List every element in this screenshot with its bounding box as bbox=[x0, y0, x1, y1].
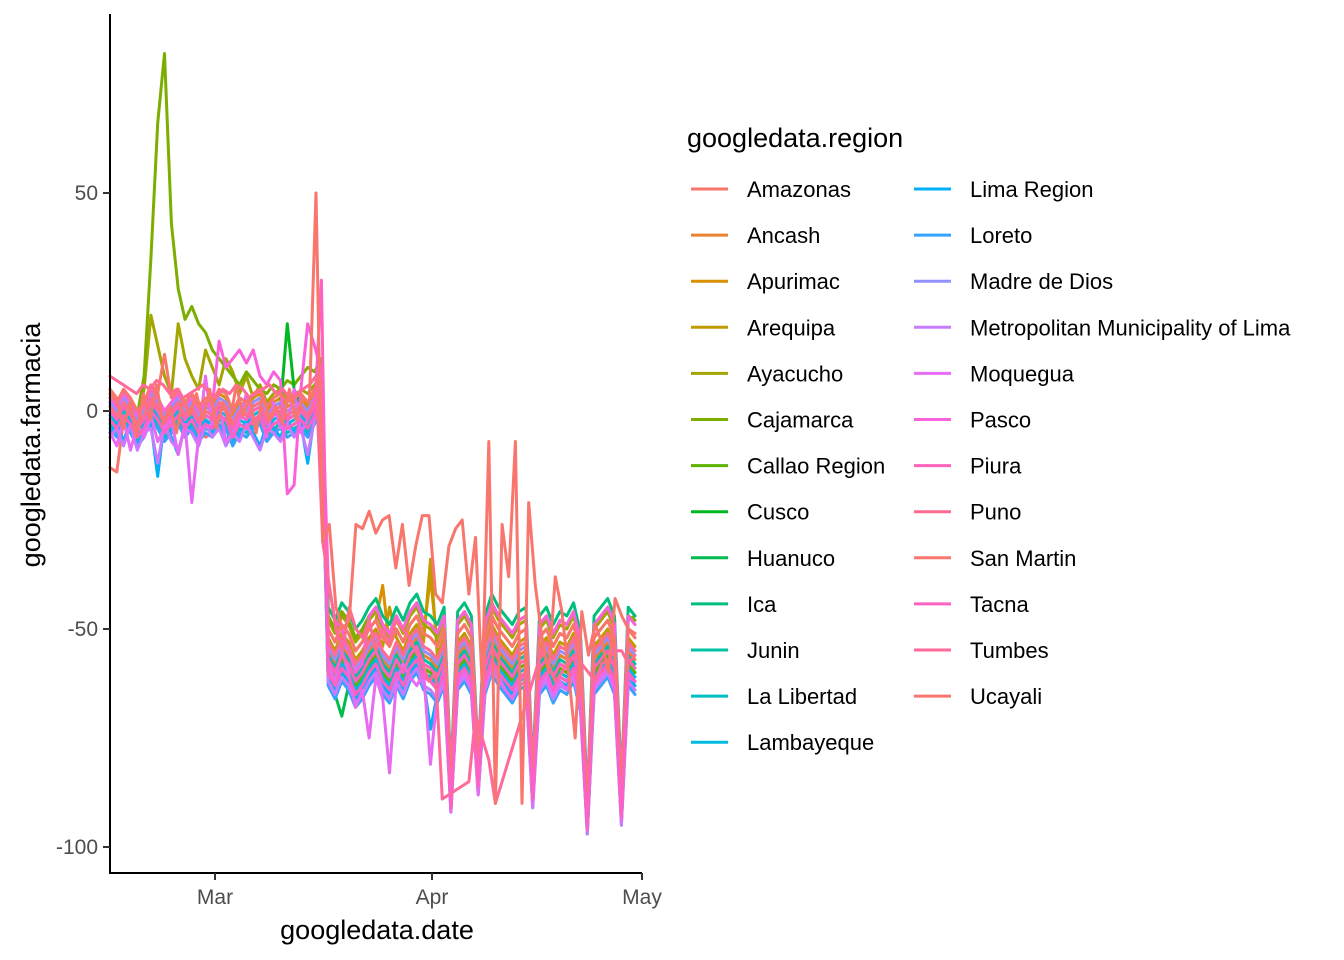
legend-label: Lambayeque bbox=[747, 730, 874, 755]
legend-title: googledata.region bbox=[687, 123, 903, 153]
legend-label: Junin bbox=[747, 638, 800, 663]
series-line-moquegua bbox=[108, 374, 637, 832]
series-line-ucayali bbox=[108, 191, 637, 805]
legend-item-madre-de-dios: Madre de Dios bbox=[914, 269, 1113, 294]
legend-item-tacna: Tacna bbox=[914, 592, 1029, 617]
x-axis-ticks: Mar Apr May bbox=[197, 873, 662, 909]
legend-label: Puno bbox=[970, 500, 1021, 525]
legend-label: La Libertad bbox=[747, 684, 857, 709]
legend-label: Ancash bbox=[747, 223, 820, 248]
y-axis-title: googledata.farmacia bbox=[16, 322, 46, 568]
x-tick-label: Mar bbox=[197, 886, 233, 909]
legend-item-tumbes: Tumbes bbox=[914, 638, 1049, 663]
legend-item-pasco: Pasco bbox=[914, 408, 1031, 433]
legend-label: Moquegua bbox=[970, 361, 1075, 386]
y-tick-label: 0 bbox=[86, 400, 98, 423]
legend-item-puno: Puno bbox=[914, 500, 1021, 525]
legend-label: Huanuco bbox=[747, 546, 835, 571]
legend-item-cajamarca: Cajamarca bbox=[691, 408, 854, 433]
legend-item-ica: Ica bbox=[691, 592, 777, 617]
series-line-apurimac bbox=[108, 383, 637, 814]
series-line-ayacucho bbox=[108, 313, 637, 810]
y-tick-label: 50 bbox=[75, 182, 98, 205]
legend-item-metropolitan-municipality-of-lima: Metropolitan Municipality of Lima bbox=[914, 315, 1291, 340]
legend-item-huanuco: Huanuco bbox=[691, 546, 835, 571]
y-tick-label: -50 bbox=[68, 618, 98, 641]
series-line-san-martin bbox=[108, 352, 637, 814]
legend-item-san-martin: San Martin bbox=[914, 546, 1076, 571]
series-line-tacna bbox=[108, 278, 637, 832]
y-axis-ticks: 50 0 -50 -100 bbox=[56, 182, 110, 859]
legend-item-lima-region: Lima Region bbox=[914, 177, 1094, 202]
legend-item-cusco: Cusco bbox=[691, 500, 809, 525]
legend-label: Ica bbox=[747, 592, 777, 617]
legend-label: Loreto bbox=[970, 223, 1032, 248]
legend-label: Cajamarca bbox=[747, 408, 854, 433]
legend-item-la-libertad: La Libertad bbox=[691, 684, 857, 709]
plot-area bbox=[108, 52, 637, 836]
legend-item-arequipa: Arequipa bbox=[691, 315, 836, 340]
legend-item-lambayeque: Lambayeque bbox=[691, 730, 874, 755]
legend-label: Piura bbox=[970, 454, 1022, 479]
legend-item-ucayali: Ucayali bbox=[914, 684, 1042, 709]
legend-item-amazonas: Amazonas bbox=[691, 177, 851, 202]
legend-label: Pasco bbox=[970, 408, 1031, 433]
legend-label: Ucayali bbox=[970, 684, 1042, 709]
legend-label: Arequipa bbox=[747, 315, 836, 340]
legend-label: Tacna bbox=[970, 592, 1029, 617]
x-tick-label: May bbox=[622, 886, 662, 909]
legend-item-ancash: Ancash bbox=[691, 223, 820, 248]
legend-label: Madre de Dios bbox=[970, 269, 1113, 294]
legend-item-ayacucho: Ayacucho bbox=[691, 361, 843, 386]
legend-label: Apurimac bbox=[747, 269, 840, 294]
legend-label: Ayacucho bbox=[747, 361, 843, 386]
series-line-pasco bbox=[108, 322, 637, 805]
legend-item-apurimac: Apurimac bbox=[691, 269, 840, 294]
legend: googledata.region Amazonas Ancash Apurimac… bbox=[687, 123, 1291, 755]
legend-item-junin: Junin bbox=[691, 638, 800, 663]
legend-label: Amazonas bbox=[747, 177, 851, 202]
legend-item-piura: Piura bbox=[914, 454, 1022, 479]
x-axis-title: googledata.date bbox=[280, 915, 474, 945]
legend-label: Tumbes bbox=[970, 638, 1049, 663]
legend-label: Cusco bbox=[747, 500, 809, 525]
legend-item-loreto: Loreto bbox=[914, 223, 1032, 248]
legend-item-callao-region: Callao Region bbox=[691, 454, 885, 479]
legend-label: Metropolitan Municipality of Lima bbox=[970, 315, 1291, 340]
legend-item-moquegua: Moquegua bbox=[914, 361, 1075, 386]
legend-label: San Martin bbox=[970, 546, 1076, 571]
x-tick-label: Apr bbox=[416, 886, 449, 909]
legend-label: Lima Region bbox=[970, 177, 1094, 202]
y-tick-label: -100 bbox=[56, 836, 98, 859]
legend-label: Callao Region bbox=[747, 454, 885, 479]
legend-items: Amazonas Ancash Apurimac Arequipa Ayacucho Ca… bbox=[691, 177, 1291, 755]
